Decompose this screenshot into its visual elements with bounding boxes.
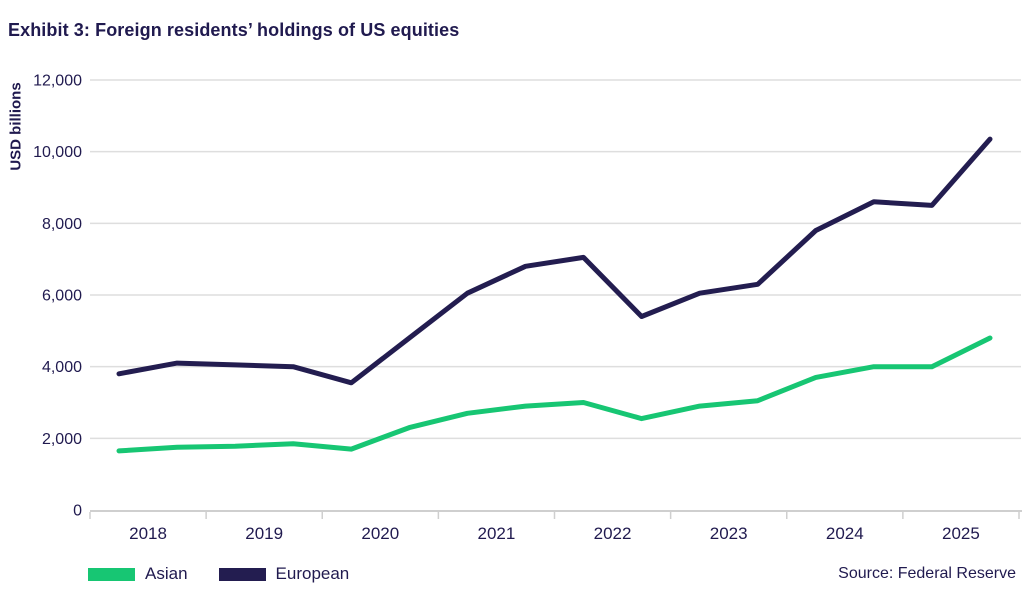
- y-tick-label: 12,000: [33, 73, 82, 90]
- x-tick-label: 2021: [478, 524, 516, 543]
- x-tick-label: 2023: [710, 524, 748, 543]
- asian-series-swatch: [88, 567, 135, 581]
- y-tick-label: 6,000: [42, 288, 82, 305]
- x-tick-label: 2020: [361, 524, 399, 543]
- legend-item-asian: Asian: [88, 564, 188, 584]
- x-tick-label: 2018: [129, 524, 167, 543]
- y-tick-label: 8,000: [42, 216, 82, 233]
- legend-label-asian: Asian: [145, 564, 188, 583]
- y-tick-label: 2,000: [42, 431, 82, 448]
- legend: Asian European: [88, 564, 349, 584]
- legend-item-european: European: [218, 564, 350, 584]
- series-line-asian: [116, 335, 993, 454]
- y-tick-label: 10,000: [33, 144, 82, 161]
- x-tick-label: 2024: [826, 524, 864, 543]
- series-line-european: [116, 136, 993, 386]
- source-credit: Source: Federal Reserve: [838, 565, 1016, 582]
- x-tick-label: 2025: [942, 524, 980, 543]
- x-tick-label: 2022: [594, 524, 632, 543]
- x-tick-label: 2019: [245, 524, 283, 543]
- chart-title: Exhibit 3: Foreign residents’ holdings o…: [8, 20, 460, 40]
- legend-label-european: European: [275, 564, 350, 583]
- european-series-swatch: [218, 567, 266, 581]
- y-tick-label: 0: [73, 503, 82, 520]
- y-tick-label: 4,000: [42, 359, 82, 376]
